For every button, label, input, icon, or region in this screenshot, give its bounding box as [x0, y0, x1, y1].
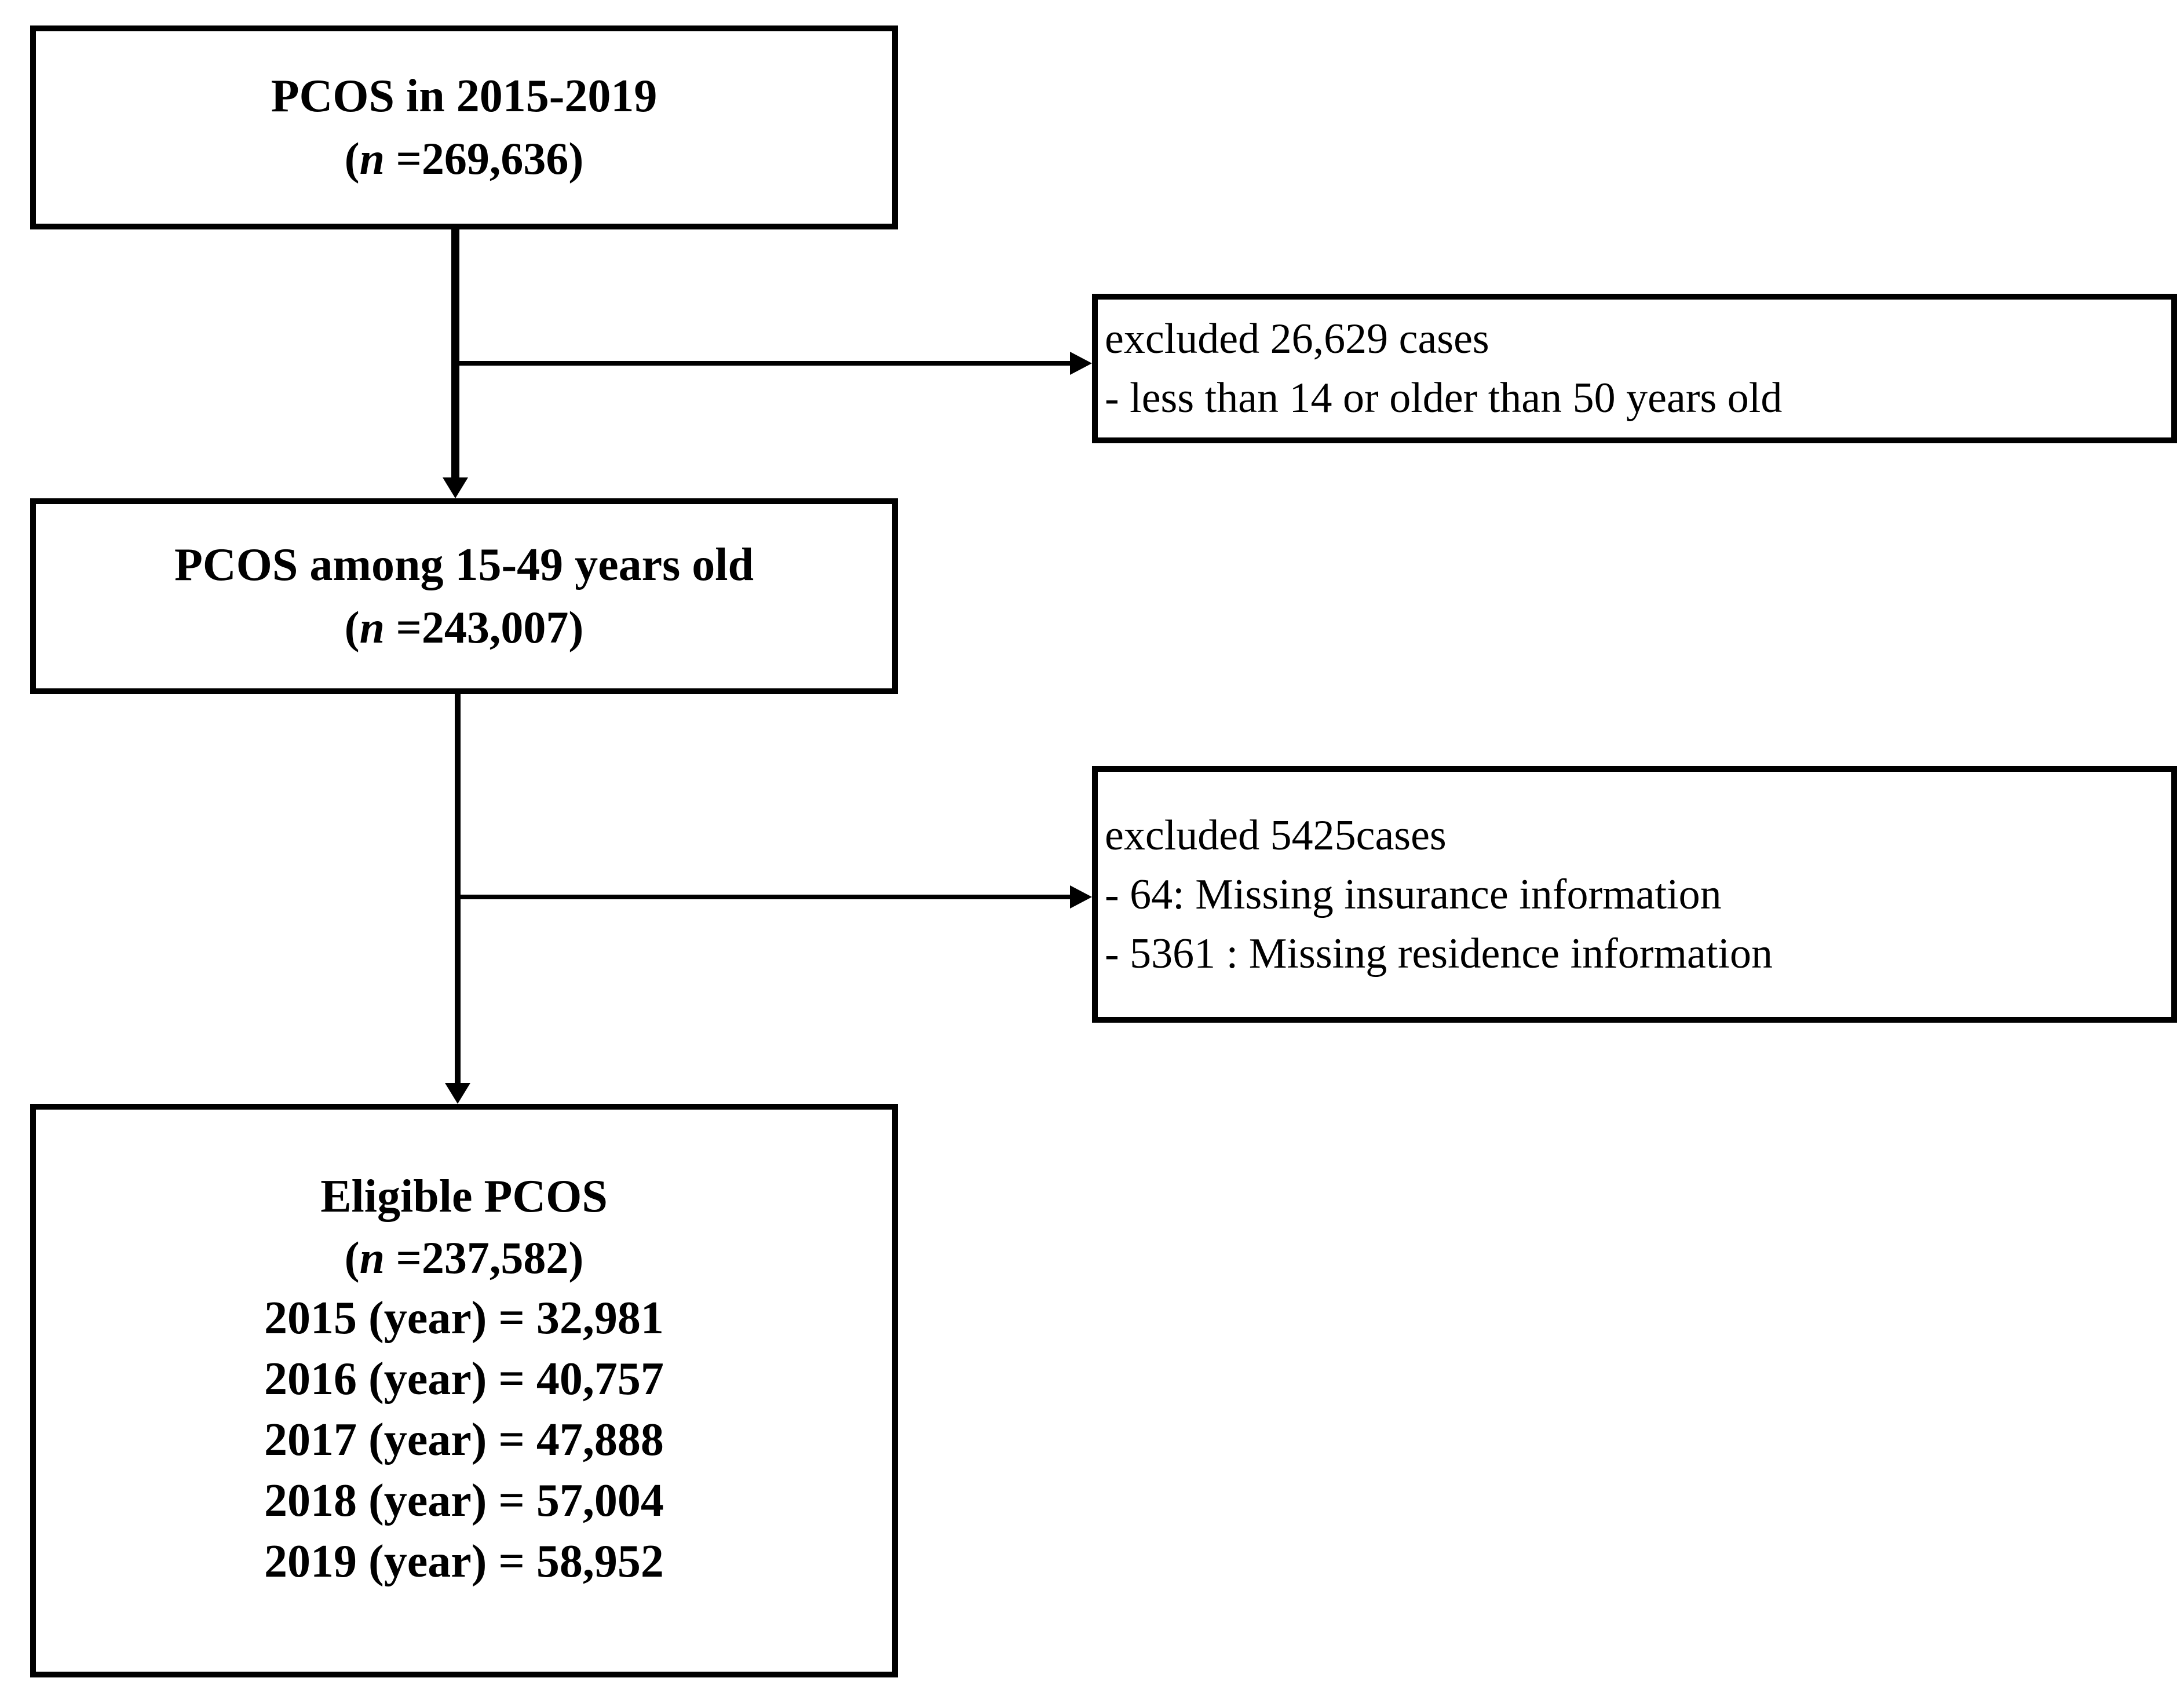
flow-arrow-1-line [451, 227, 459, 481]
eligible-year-2015: 2015 (year) = 32,981 [264, 1292, 664, 1344]
eligible-year-2018: 2018 (year) = 57,004 [264, 1475, 664, 1526]
cohort-box-age-count: (n =243,007) [344, 602, 584, 652]
exclusion-age-line-2: - less than 14 or older than 50 years ol… [1105, 374, 1783, 422]
cohort-box-age-title: PCOS among 15-49 years old [174, 539, 754, 590]
cohort-box-eligible-count: (n =237,582) [344, 1232, 584, 1283]
n-symbol: n [359, 1232, 385, 1283]
flow-arrow-2-line [455, 692, 461, 1086]
cohort-box-eligible: Eligible PCOS (n =237,582) 2015 (year) =… [30, 1104, 898, 1677]
down-arrowhead-2-icon [445, 1083, 470, 1104]
cohort-box-age-filtered: PCOS among 15-49 years old (n =243,007) [30, 498, 898, 694]
exclusion-missing-line-2: - 64: Missing insurance information [1105, 870, 1722, 918]
right-arrowhead-2-icon [1070, 885, 1092, 909]
cohort-box-eligible-title: Eligible PCOS [320, 1170, 608, 1222]
exclusion-missing-line-1: excluded 5425cases [1105, 811, 1447, 859]
exclusion-branch-1-line [458, 361, 1072, 366]
exclusion-box-age: excluded 26,629 cases - less than 14 or … [1092, 294, 2177, 443]
eligible-year-2019: 2019 (year) = 58,952 [264, 1535, 664, 1587]
exclusion-branch-2-line [459, 895, 1072, 899]
n-symbol: n [359, 133, 385, 184]
cohort-box-initial-count: (n =269,636) [344, 133, 584, 184]
cohort-box-initial-title: PCOS in 2015-2019 [271, 71, 658, 122]
exclusion-box-missing-info: excluded 5425cases - 64: Missing insuran… [1092, 766, 2177, 1023]
exclusion-missing-line-3: - 5361 : Missing residence information [1105, 929, 1773, 977]
n-symbol: n [359, 602, 385, 652]
eligible-year-2016: 2016 (year) = 40,757 [264, 1353, 664, 1405]
right-arrowhead-1-icon [1070, 352, 1092, 375]
eligible-year-2017: 2017 (year) = 47,888 [264, 1414, 664, 1465]
cohort-box-initial: PCOS in 2015-2019 (n =269,636) [30, 25, 898, 229]
down-arrowhead-1-icon [443, 477, 468, 498]
exclusion-age-line-1: excluded 26,629 cases [1105, 315, 1489, 363]
